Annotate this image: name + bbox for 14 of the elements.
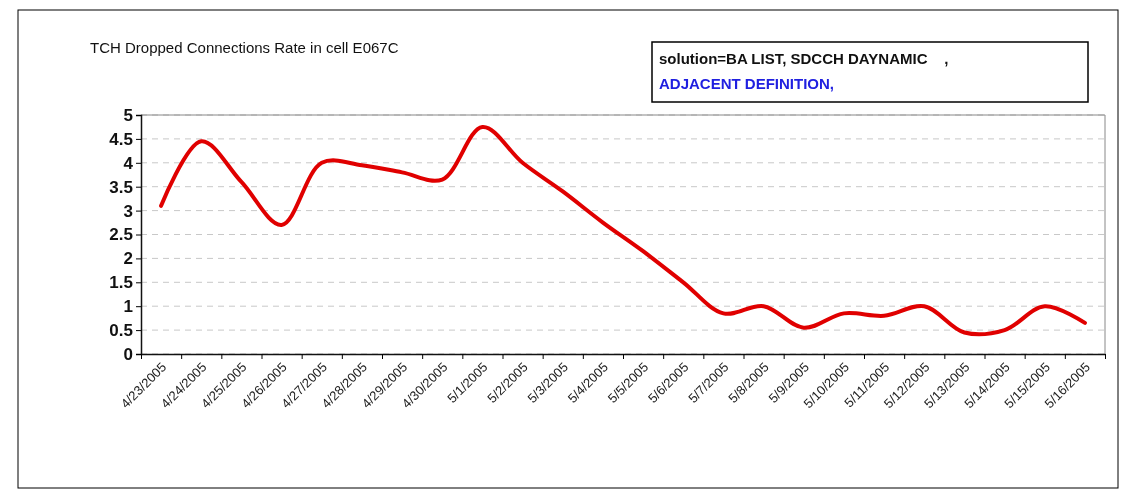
y-tick-label: 5 — [123, 105, 133, 125]
y-tick-label: 4 — [123, 153, 134, 173]
y-tick-label: 2 — [123, 249, 133, 269]
y-tick-label: 1.5 — [109, 273, 133, 293]
y-tick-label: 3.5 — [109, 177, 133, 197]
y-tick-label: 4.5 — [109, 129, 133, 149]
y-tick-label: 3 — [123, 201, 133, 221]
y-tick-label: 0.5 — [109, 321, 133, 341]
y-tick-label: 0 — [123, 344, 133, 364]
text: solution=BA LIST, SDCCH DAYNAMIC , — [659, 50, 949, 67]
y-tick-label: 1 — [123, 297, 133, 317]
text: ADJACENT DEFINITION, — [659, 75, 835, 92]
chart-title: TCH Dropped Connections Rate in cell E067C — [90, 39, 399, 56]
y-tick-label: 2.5 — [109, 225, 133, 245]
